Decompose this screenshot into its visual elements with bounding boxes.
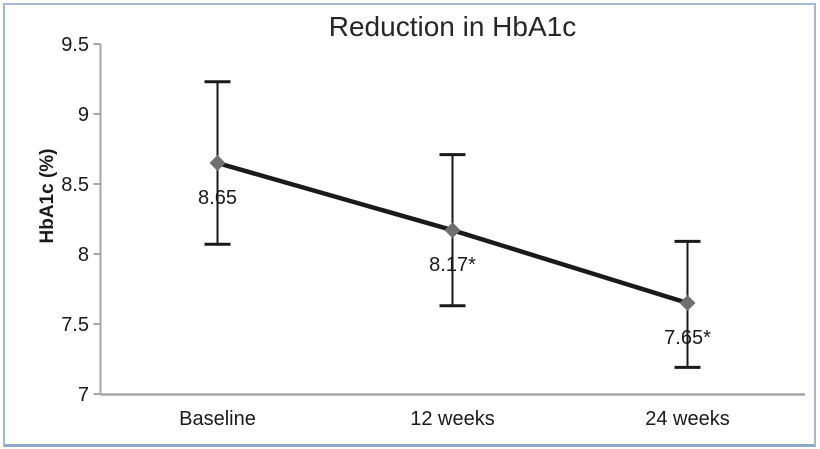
data-label: 8.65	[198, 187, 237, 209]
y-tick-label: 8	[78, 244, 89, 266]
series-marker-diamond	[444, 222, 461, 239]
y-tick-label: 7	[78, 384, 89, 406]
chart-title: Reduction in HbA1c	[328, 11, 577, 42]
y-tick-label: 7.5	[61, 314, 89, 336]
y-tick-label: 9	[78, 104, 89, 126]
series-marker-diamond	[679, 295, 696, 311]
data-label: 8.17*	[429, 254, 476, 276]
x-category-label: 24 weeks	[645, 408, 730, 430]
x-category-label: Baseline	[179, 408, 256, 430]
y-tick-label: 8.5	[61, 174, 89, 196]
series-marker-diamond	[209, 155, 226, 171]
x-category-label: 12 weeks	[410, 408, 495, 430]
data-label: 7.65*	[664, 327, 711, 349]
y-tick-label: 9.5	[61, 34, 89, 56]
